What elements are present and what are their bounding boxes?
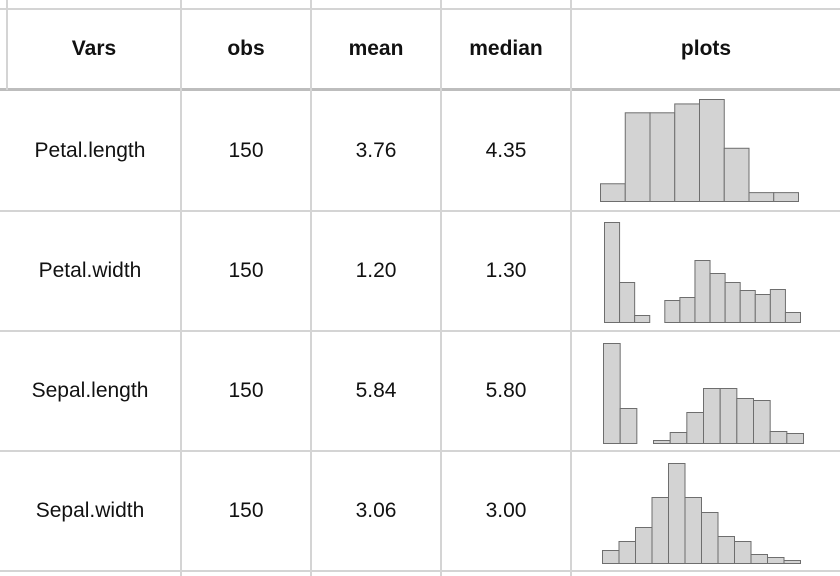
histogram-bar-petal-length-5 [699, 99, 725, 202]
histogram-bar-sepal-length-5 [669, 432, 688, 444]
row-4-obs: 150 [228, 499, 264, 522]
row-1-mean: 3.76 [355, 138, 397, 162]
column-divider [310, 0, 312, 576]
histogram-bar-sepal-length-6 [686, 412, 705, 444]
histogram-bar-petal-length-1 [600, 183, 626, 203]
histogram-bar-sepal-width-5 [668, 463, 686, 564]
histogram-bar-petal-width-13 [784, 312, 801, 323]
row-1-obs: 150 [228, 138, 264, 162]
histogram-bar-sepal-length-12 [786, 433, 805, 444]
row-3-vars: Sepal.length [31, 379, 149, 402]
histogram-bar-sepal-length-8 [719, 388, 738, 444]
histogram-bar-petal-length-4 [674, 103, 700, 202]
column-divider [570, 0, 572, 576]
header-plots: plots [680, 37, 732, 60]
header-mean: mean [348, 37, 404, 60]
row-2-mean: 1.20 [355, 259, 397, 282]
row-divider [0, 570, 840, 572]
histogram-bar-petal-width-10 [739, 290, 756, 323]
histogram-bar-petal-width-7 [694, 260, 711, 323]
histogram-sepal-width [602, 463, 801, 564]
histogram-bar-petal-length-7 [748, 192, 775, 202]
histogram-bar-petal-length-3 [649, 112, 676, 202]
histogram-bar-sepal-width-12 [783, 560, 801, 564]
histogram-bar-sepal-width-1 [602, 550, 620, 564]
row-3-mean: 5.84 [355, 379, 397, 402]
row-divider [0, 210, 840, 212]
histogram-sepal-length [603, 343, 805, 444]
row-2-obs: 150 [228, 259, 264, 282]
histogram-bar-sepal-length-7 [703, 388, 721, 444]
header-vars: Vars [71, 37, 117, 60]
histogram-bar-petal-width-5 [664, 300, 681, 323]
histogram-bar-sepal-width-6 [684, 497, 702, 564]
histogram-bar-petal-width-6 [679, 297, 696, 323]
histogram-bar-petal-width-2 [619, 282, 636, 323]
row-4-median: 3.00 [485, 499, 527, 522]
row-divider [0, 8, 840, 10]
header-median: median [469, 37, 543, 60]
row-divider [0, 330, 840, 332]
row-4-mean: 3.06 [355, 499, 397, 522]
histogram-bar-petal-length-6 [723, 147, 750, 202]
histogram-bar-sepal-width-11 [767, 557, 785, 564]
column-divider [440, 0, 442, 576]
row-1-median: 4.35 [485, 138, 527, 162]
histogram-bar-sepal-width-10 [750, 554, 768, 564]
histogram-bar-petal-width-9 [724, 282, 741, 323]
histogram-bar-sepal-width-9 [734, 541, 752, 564]
histogram-bar-sepal-width-2 [618, 541, 636, 564]
histogram-bar-sepal-length-2 [619, 408, 638, 444]
row-2-vars: Petal.width [38, 259, 142, 282]
row-3-obs: 150 [228, 379, 264, 402]
histogram-bar-sepal-length-1 [603, 343, 621, 444]
histogram-bar-sepal-length-10 [753, 400, 771, 444]
row-3-median: 5.80 [485, 379, 527, 402]
histogram-bar-petal-width-12 [769, 289, 786, 323]
histogram-bar-sepal-width-7 [701, 512, 719, 564]
column-divider [180, 0, 182, 576]
row-4-vars: Sepal.width [35, 499, 145, 522]
histogram-petal-width [604, 222, 801, 323]
histogram-bar-petal-width-1 [604, 222, 621, 323]
histogram-bar-sepal-length-4 [653, 440, 671, 444]
row-1-vars: Petal.length [34, 138, 146, 162]
histogram-bar-sepal-length-11 [769, 431, 788, 444]
row-divider [0, 450, 840, 452]
histogram-bar-petal-length-8 [773, 192, 799, 202]
histogram-bar-sepal-length-9 [736, 398, 755, 444]
histogram-bar-petal-width-8 [709, 273, 726, 323]
column-divider [6, 0, 8, 90]
histogram-petal-length [600, 99, 799, 203]
header-divider [0, 88, 840, 91]
histogram-bar-petal-width-3 [634, 315, 651, 323]
histogram-bar-petal-length-2 [624, 112, 651, 202]
row-2-median: 1.30 [485, 259, 527, 282]
histogram-bar-sepal-width-3 [635, 527, 653, 564]
histogram-bar-sepal-width-4 [651, 497, 669, 564]
histogram-bar-petal-width-11 [754, 294, 771, 323]
histogram-bar-sepal-width-8 [717, 536, 735, 564]
header-obs: obs [227, 37, 265, 60]
